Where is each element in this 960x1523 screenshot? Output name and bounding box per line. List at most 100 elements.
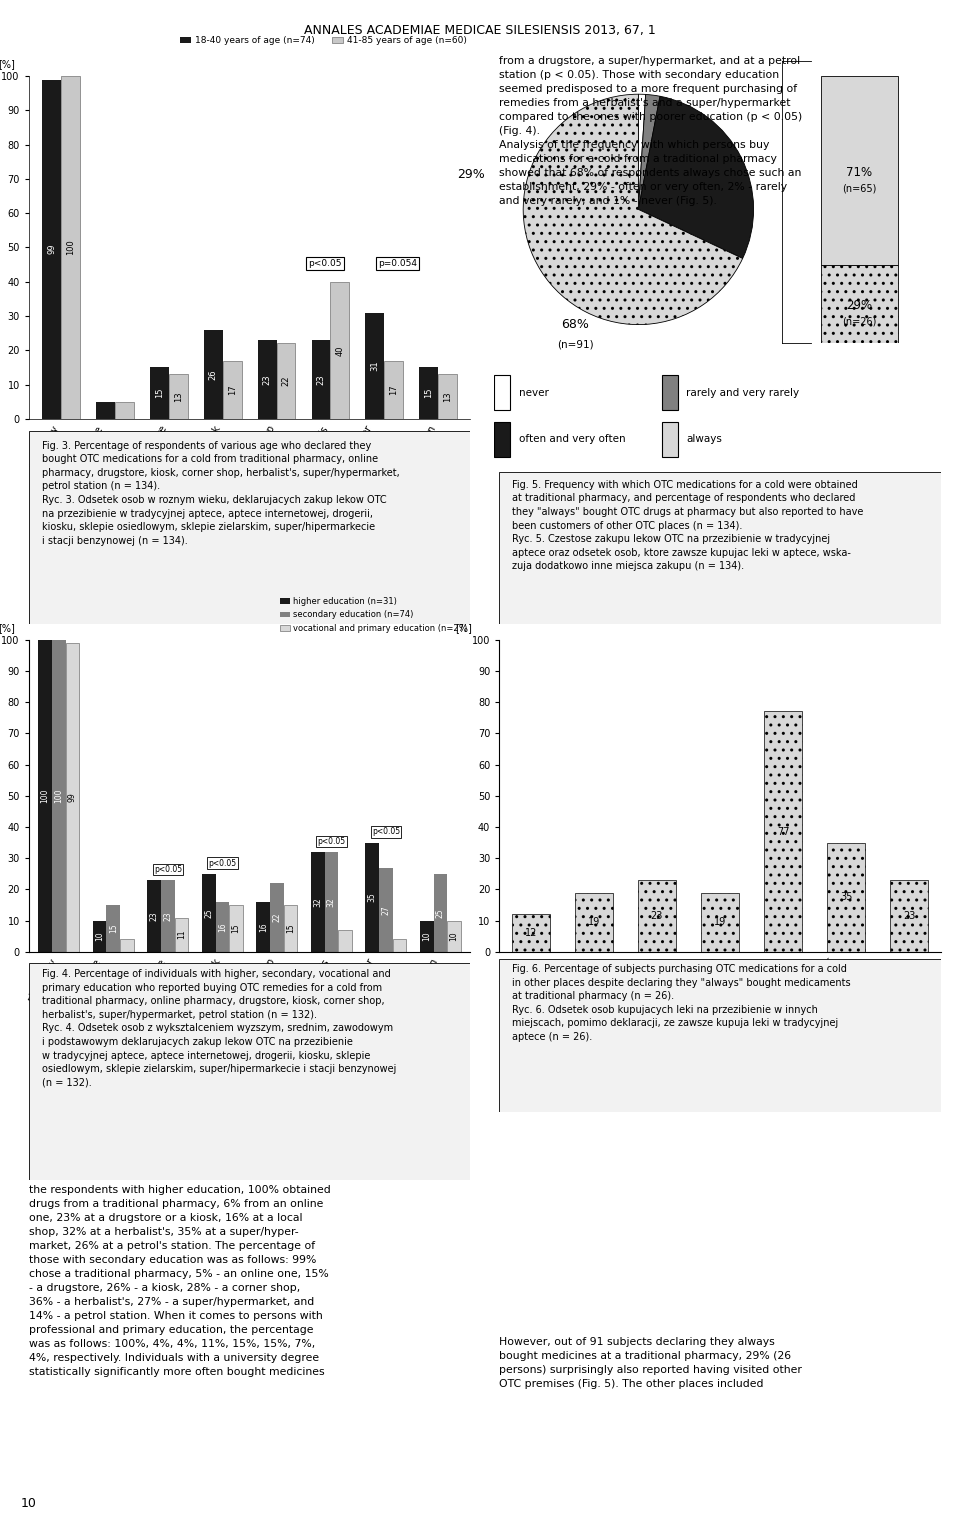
Text: (n=65): (n=65) <box>842 183 876 193</box>
Bar <box>434 874 447 952</box>
Bar <box>283 905 298 952</box>
Bar <box>276 344 296 419</box>
Bar <box>150 367 169 419</box>
Text: 16: 16 <box>259 921 268 932</box>
Bar <box>890 880 928 952</box>
Text: (n=26): (n=26) <box>842 317 876 326</box>
Text: 16: 16 <box>218 921 227 932</box>
Text: 23: 23 <box>263 375 272 385</box>
Bar <box>312 340 330 419</box>
Text: 25: 25 <box>436 908 444 918</box>
Bar <box>420 367 438 419</box>
Text: 15: 15 <box>424 388 433 399</box>
Text: 71%: 71% <box>846 166 873 178</box>
Text: 22: 22 <box>273 912 281 923</box>
Text: 15: 15 <box>155 388 164 399</box>
Text: 13: 13 <box>174 391 182 402</box>
Text: rarely and very rarely: rarely and very rarely <box>686 388 800 398</box>
Text: 32: 32 <box>313 897 323 906</box>
Text: 17: 17 <box>228 384 236 394</box>
Wedge shape <box>638 96 754 259</box>
Bar <box>701 892 739 952</box>
Text: 99: 99 <box>47 244 57 254</box>
Bar <box>638 880 676 952</box>
Text: (n=91): (n=91) <box>557 340 593 350</box>
Bar <box>366 312 384 419</box>
Bar <box>257 340 276 419</box>
Text: 23: 23 <box>150 911 158 921</box>
Text: Fig. 4. Percentage of individuals with higher, secondary, vocational and
primary: Fig. 4. Percentage of individuals with h… <box>42 969 396 1087</box>
Bar <box>270 883 283 952</box>
Text: p<0.05: p<0.05 <box>154 865 181 874</box>
Bar <box>512 914 550 952</box>
Text: 23: 23 <box>163 911 173 921</box>
FancyBboxPatch shape <box>29 963 470 1180</box>
Text: 99: 99 <box>68 792 77 803</box>
Bar <box>575 892 612 952</box>
Text: 11: 11 <box>177 931 186 940</box>
Text: p<0.05: p<0.05 <box>208 859 236 868</box>
Bar <box>216 902 229 952</box>
Text: ANNALES ACADEMIAE MEDICAE SILESIENSIS 2013, 67, 1: ANNALES ACADEMIAE MEDICAE SILESIENSIS 20… <box>304 24 656 37</box>
Text: 77: 77 <box>777 827 789 836</box>
Bar <box>662 376 678 410</box>
Bar <box>93 920 107 952</box>
Text: 15: 15 <box>231 923 240 934</box>
Bar <box>662 422 678 457</box>
Bar <box>384 361 403 419</box>
Bar <box>202 874 216 952</box>
Legend: 18-40 years of age (n=74), 41-85 years of age (n=60): 18-40 years of age (n=74), 41-85 years o… <box>177 32 470 49</box>
Text: 22: 22 <box>281 376 291 387</box>
Bar <box>161 880 175 952</box>
Text: 23: 23 <box>903 911 916 921</box>
Text: always: always <box>686 434 722 445</box>
Text: 15: 15 <box>286 923 295 934</box>
Text: 100: 100 <box>55 789 63 803</box>
Legend: higher education (n=31), secondary education (n=74), vocational and primary educ: higher education (n=31), secondary educa… <box>276 594 470 637</box>
Text: 13: 13 <box>443 391 452 402</box>
Text: p<0.05: p<0.05 <box>372 827 400 836</box>
Text: 25: 25 <box>204 908 213 918</box>
Text: 23: 23 <box>651 911 663 921</box>
Text: 15: 15 <box>108 923 118 934</box>
Bar <box>828 842 865 952</box>
Bar <box>52 640 65 952</box>
Bar <box>494 376 510 410</box>
Bar <box>324 851 338 952</box>
Text: 26: 26 <box>208 369 218 379</box>
Text: the respondents with higher education, 100% obtained
drugs from a traditional ph: the respondents with higher education, 1… <box>29 1185 330 1377</box>
Text: 19: 19 <box>714 917 726 928</box>
Bar <box>438 375 457 419</box>
Y-axis label: [%]: [%] <box>0 623 15 634</box>
Bar <box>229 905 243 952</box>
Text: from a drugstore, a super/hypermarket, and at a petrol
station (p < 0.05). Those: from a drugstore, a super/hypermarket, a… <box>499 56 803 206</box>
Bar <box>420 920 434 952</box>
Bar <box>223 361 242 419</box>
Bar <box>311 851 324 952</box>
Text: 27: 27 <box>381 905 391 914</box>
Text: 29%: 29% <box>458 169 485 181</box>
Bar <box>120 940 133 952</box>
Wedge shape <box>523 94 743 324</box>
Text: 35: 35 <box>840 892 852 902</box>
Text: 68%: 68% <box>561 318 589 330</box>
Text: 40: 40 <box>335 346 345 355</box>
Text: Fig. 3. Percentage of respondents of various age who declared they
bought OTC me: Fig. 3. Percentage of respondents of var… <box>42 440 399 545</box>
Text: 29%: 29% <box>846 299 873 312</box>
Text: 2%: 2% <box>538 487 555 496</box>
Bar <box>393 940 406 952</box>
Bar <box>169 375 187 419</box>
Text: never: never <box>518 388 548 398</box>
Text: Fig. 6. Percentage of subjects purchasing OTC medications for a cold
in other pl: Fig. 6. Percentage of subjects purchasin… <box>513 964 852 1042</box>
Bar <box>379 868 393 952</box>
Bar <box>175 917 188 952</box>
Bar <box>447 920 461 952</box>
Bar <box>764 711 802 952</box>
Bar <box>256 902 270 952</box>
Text: 31: 31 <box>371 361 379 372</box>
Bar <box>494 469 510 504</box>
Bar <box>42 79 61 419</box>
Bar <box>38 640 52 952</box>
Bar <box>338 931 351 952</box>
Text: 10: 10 <box>95 932 105 941</box>
